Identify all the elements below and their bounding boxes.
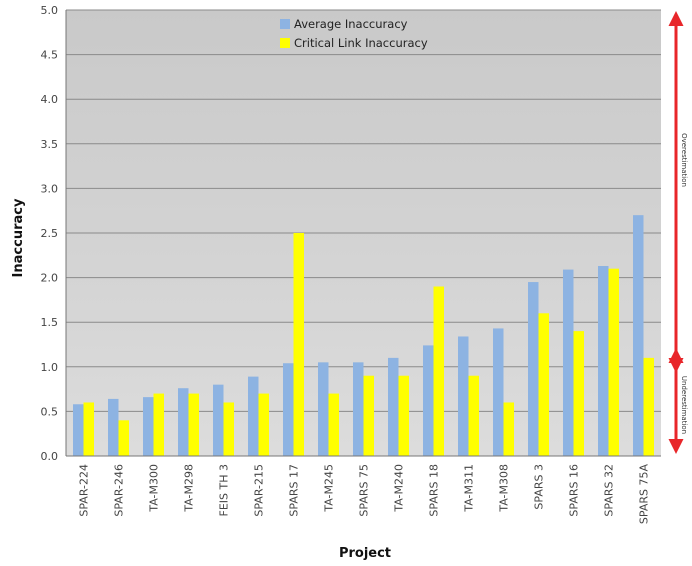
bar-average-inaccuracy <box>528 282 539 456</box>
bar-critical-link-inaccuracy <box>573 331 584 456</box>
legend-swatch-average <box>280 19 290 29</box>
range-annotations: Overestimation Underestimation <box>668 11 688 454</box>
x-tick-label: TA-M298 <box>183 464 196 513</box>
bar-average-inaccuracy <box>213 384 224 456</box>
bar-average-inaccuracy <box>353 362 364 456</box>
bar-critical-link-inaccuracy <box>363 375 374 456</box>
x-tick-label: SPAR-224 <box>78 464 91 517</box>
y-tick-label: 2.5 <box>41 227 59 240</box>
y-tick-label: 3.5 <box>41 138 59 151</box>
bar-critical-link-inaccuracy <box>223 402 234 456</box>
bar-critical-link-inaccuracy <box>328 393 339 456</box>
x-tick-label: TA-M308 <box>498 464 511 513</box>
x-tick-label: SPARS 17 <box>288 464 301 517</box>
bar-critical-link-inaccuracy <box>643 357 654 456</box>
y-tick-label: 1.0 <box>41 361 59 374</box>
x-axis-title: Project <box>339 546 391 561</box>
y-tick-labels: 0.0 0.5 1.0 1.5 2.0 2.5 3.0 3.5 4.0 4.5 5.0 <box>41 4 59 463</box>
bar-critical-link-inaccuracy <box>468 375 479 456</box>
x-tick-labels: SPAR-224 SPAR-246 TA-M300 TA-M298 FEIS TH 3 S… <box>78 464 651 525</box>
y-tick-label: 0.0 <box>41 450 59 463</box>
bar-critical-link-inaccuracy <box>538 313 549 456</box>
bar-critical-link-inaccuracy <box>503 402 514 456</box>
y-tick-label: 5.0 <box>41 4 59 17</box>
bar-average-inaccuracy <box>563 269 574 456</box>
bar-critical-link-inaccuracy <box>153 393 164 456</box>
bar-critical-link-inaccuracy <box>608 268 619 456</box>
bars <box>73 215 654 456</box>
bar-average-inaccuracy <box>493 328 504 456</box>
bar-average-inaccuracy <box>248 376 259 456</box>
bar-critical-link-inaccuracy <box>398 375 409 456</box>
bar-average-inaccuracy <box>283 363 294 456</box>
bar-critical-link-inaccuracy <box>258 393 269 456</box>
x-tick-label: SPARS 18 <box>428 464 441 517</box>
bar-critical-link-inaccuracy <box>293 233 304 456</box>
legend-label-critical: Critical Link Inaccuracy <box>294 36 428 50</box>
x-tick-label: TA-M245 <box>323 464 336 513</box>
x-tick-label: SPAR-246 <box>113 464 126 517</box>
underestimation-label: Underestimation <box>680 376 688 434</box>
bar-critical-link-inaccuracy <box>433 286 444 456</box>
bar-average-inaccuracy <box>423 345 434 456</box>
bar-average-inaccuracy <box>143 397 154 456</box>
bar-critical-link-inaccuracy <box>83 402 94 456</box>
y-tick-label: 2.0 <box>41 272 59 285</box>
overestimation-label: Overestimation <box>680 133 688 187</box>
bar-average-inaccuracy <box>108 398 119 456</box>
bar-average-inaccuracy <box>178 388 189 456</box>
bar-critical-link-inaccuracy <box>118 420 129 456</box>
x-tick-label: TA-M300 <box>148 464 161 513</box>
bar-critical-link-inaccuracy <box>188 393 199 456</box>
bar-average-inaccuracy <box>388 357 399 456</box>
x-tick-label: SPARS 75 <box>358 464 371 517</box>
bar-average-inaccuracy <box>458 336 469 456</box>
x-tick-label: SPAR-215 <box>253 464 266 517</box>
y-axis-title: Inaccuracy <box>11 198 26 277</box>
bar-average-inaccuracy <box>318 362 329 456</box>
legend: Average Inaccuracy Critical Link Inaccur… <box>280 17 428 50</box>
x-tick-label: SPARS 16 <box>568 464 581 517</box>
x-tick-label: SPARS 3 <box>533 464 546 510</box>
x-tick-label: TA-M311 <box>463 464 476 513</box>
x-tick-label: TA-M240 <box>393 464 406 513</box>
bar-average-inaccuracy <box>73 404 84 456</box>
y-tick-label: 3.0 <box>41 182 59 195</box>
legend-swatch-critical <box>280 38 290 48</box>
x-tick-label: SPARS 75A <box>638 464 651 525</box>
y-tick-label: 4.0 <box>41 93 59 106</box>
bar-average-inaccuracy <box>633 215 644 456</box>
y-tick-label: 0.5 <box>41 405 59 418</box>
legend-label-average: Average Inaccuracy <box>294 17 408 31</box>
x-tick-label: SPARS 32 <box>603 464 616 517</box>
y-tick-label: 1.5 <box>41 316 59 329</box>
bar-average-inaccuracy <box>598 266 609 456</box>
x-tick-label: FEIS TH 3 <box>218 464 231 517</box>
y-tick-label: 4.5 <box>41 49 59 62</box>
